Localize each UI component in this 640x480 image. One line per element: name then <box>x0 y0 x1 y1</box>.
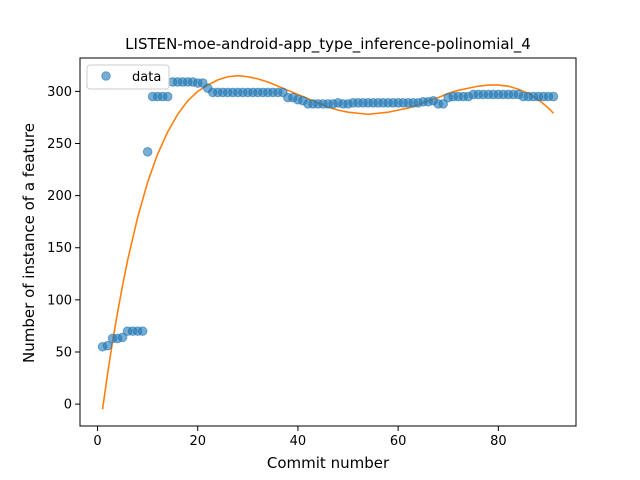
y-axis-title: Number of instance of a feature <box>20 123 38 363</box>
data-point <box>142 147 153 157</box>
y-tick-label: 100 <box>47 293 72 308</box>
x-tick-label: 40 <box>290 434 307 449</box>
y-tick-label: 150 <box>47 241 72 256</box>
y-tick-label: 250 <box>47 137 72 152</box>
y-tick-label: 200 <box>47 189 72 204</box>
chart-title: LISTEN-moe-android-app_type_inference-po… <box>125 35 531 54</box>
y-tick-label: 50 <box>55 345 72 360</box>
x-tick-label: 60 <box>390 434 407 449</box>
y-tick-label: 300 <box>47 85 72 100</box>
data-point <box>117 332 128 343</box>
x-tick-label: 80 <box>490 434 507 449</box>
x-tick-label: 0 <box>93 434 101 449</box>
legend-marker-data <box>101 71 111 81</box>
data-point <box>137 326 148 336</box>
data-point <box>548 91 559 102</box>
legend-label-data: data <box>132 70 161 85</box>
data-point <box>102 340 113 351</box>
y-tick-label: 0 <box>64 398 72 413</box>
axes-frame <box>79 57 577 427</box>
plot-area: 0 20 40 60 80 0 50 100 150 200 250 300 data <box>47 57 577 449</box>
x-axis-title: Commit number <box>267 454 390 472</box>
data-point <box>162 91 173 102</box>
legend-box <box>86 64 170 90</box>
x-tick-label: 20 <box>189 434 206 449</box>
data-point <box>438 99 449 109</box>
